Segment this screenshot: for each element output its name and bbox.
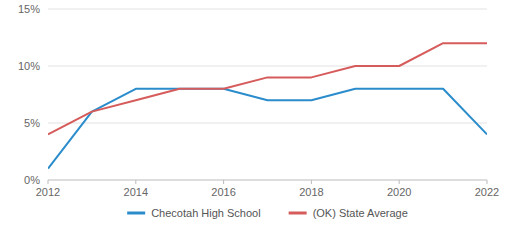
legend-swatch bbox=[127, 212, 145, 215]
x-tick-label: 2022 bbox=[475, 186, 499, 198]
grid-line bbox=[48, 180, 487, 181]
y-tick-label: 0% bbox=[24, 174, 40, 186]
x-tick-label: 2018 bbox=[299, 186, 323, 198]
x-tick bbox=[135, 180, 136, 184]
x-tick-label: 2016 bbox=[211, 186, 235, 198]
x-tick bbox=[48, 180, 49, 184]
series-line bbox=[48, 89, 487, 169]
x-tick bbox=[399, 180, 400, 184]
x-tick bbox=[223, 180, 224, 184]
x-tick bbox=[487, 180, 488, 184]
y-tick-label: 5% bbox=[24, 117, 40, 129]
grid-line bbox=[48, 123, 487, 124]
y-tick-label: 15% bbox=[18, 3, 40, 15]
grid-line bbox=[48, 9, 487, 10]
legend-label: Checotah High School bbox=[151, 207, 260, 219]
legend-label: (OK) State Average bbox=[313, 207, 408, 219]
x-tick-label: 2014 bbox=[124, 186, 148, 198]
legend: Checotah High School (OK) State Average bbox=[127, 207, 408, 219]
plot-area bbox=[48, 43, 487, 168]
x-tick-label: 2020 bbox=[387, 186, 411, 198]
y-tick-label: 10% bbox=[18, 60, 40, 72]
legend-swatch bbox=[289, 212, 307, 215]
x-tick-label: 2012 bbox=[36, 186, 60, 198]
x-tick bbox=[311, 180, 312, 184]
grid-line bbox=[48, 66, 487, 67]
series-line bbox=[48, 43, 487, 134]
chart: 0% 5% 10% 15% 2012 2014 2016 2018 2020 2022 Checot… bbox=[0, 0, 524, 230]
